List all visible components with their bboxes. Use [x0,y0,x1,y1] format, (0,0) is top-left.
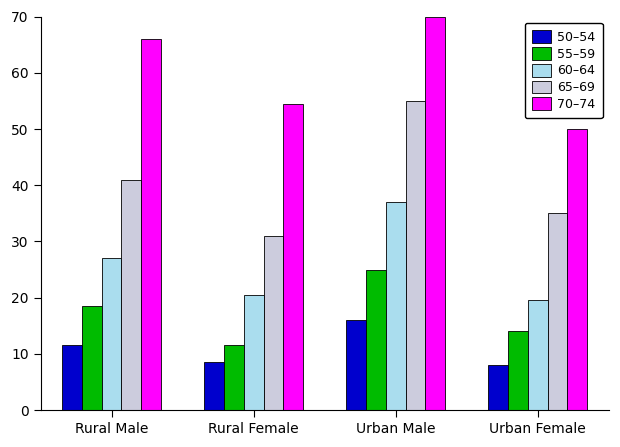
Bar [425,17,445,410]
Bar [489,365,508,410]
Bar [204,363,224,410]
Bar [224,346,244,410]
Bar [244,295,264,410]
Bar [528,300,547,410]
Bar [82,306,102,410]
Bar [141,39,161,410]
Legend: 50–54, 55–59, 60–64, 65–69, 70–74: 50–54, 55–59, 60–64, 65–69, 70–74 [525,23,603,118]
Bar [366,270,386,410]
Bar [283,104,303,410]
Bar [102,258,122,410]
Bar [547,213,567,410]
Bar [62,346,82,410]
Bar [386,202,405,410]
Bar [508,331,528,410]
Bar [264,236,283,410]
Bar [347,320,366,410]
Bar [567,129,587,410]
Bar [122,180,141,410]
Bar [405,101,425,410]
